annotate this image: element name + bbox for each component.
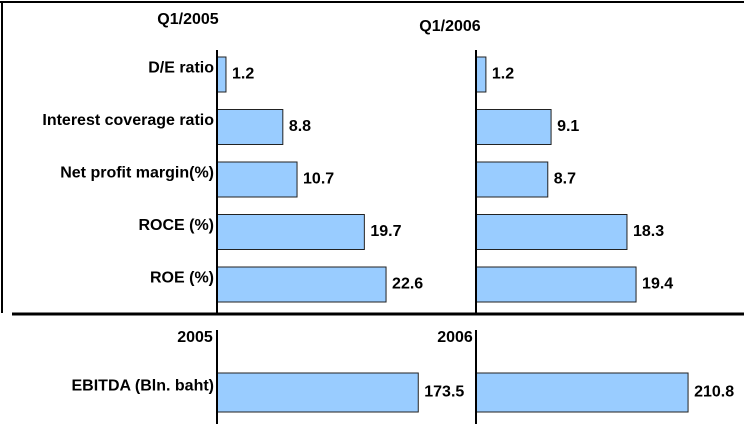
- category-label: D/E ratio: [148, 60, 214, 77]
- panel-title: Q1/2006: [419, 18, 480, 35]
- bar: [216, 372, 419, 413]
- bar: [475, 372, 689, 413]
- value-label: 22.6: [392, 276, 423, 293]
- bar: [475, 161, 549, 198]
- value-label: 9.1: [557, 118, 579, 135]
- category-label: ROCE (%): [138, 217, 214, 234]
- value-label: 8.7: [554, 171, 576, 188]
- bar: [216, 109, 284, 145]
- value-label: 1.2: [492, 66, 514, 83]
- value-label: 19.4: [642, 276, 673, 293]
- value-label: 210.8: [694, 384, 734, 401]
- panel-title: 2005: [177, 329, 213, 346]
- value-label: 1.2: [232, 66, 254, 83]
- category-label: ROE (%): [150, 270, 214, 287]
- value-label: 173.5: [424, 384, 464, 401]
- value-label: 19.7: [370, 223, 401, 240]
- bar: [475, 214, 628, 250]
- value-label: 10.7: [303, 171, 334, 188]
- panel-title: Q1/2005: [157, 11, 218, 28]
- category-label: Interest coverage ratio: [42, 112, 214, 129]
- panel-title: 2006: [437, 329, 473, 346]
- value-label: 18.3: [633, 223, 664, 240]
- bar: [216, 266, 387, 303]
- bar: [475, 56, 487, 93]
- bar: [216, 161, 298, 198]
- category-label: Net profit margin(%): [60, 165, 214, 182]
- category-label: EBITDA (Bln. baht): [72, 378, 215, 395]
- bar: [216, 214, 365, 250]
- value-label: 8.8: [289, 118, 311, 135]
- bar: [475, 266, 637, 303]
- bar: [216, 56, 227, 93]
- bar: [475, 109, 552, 145]
